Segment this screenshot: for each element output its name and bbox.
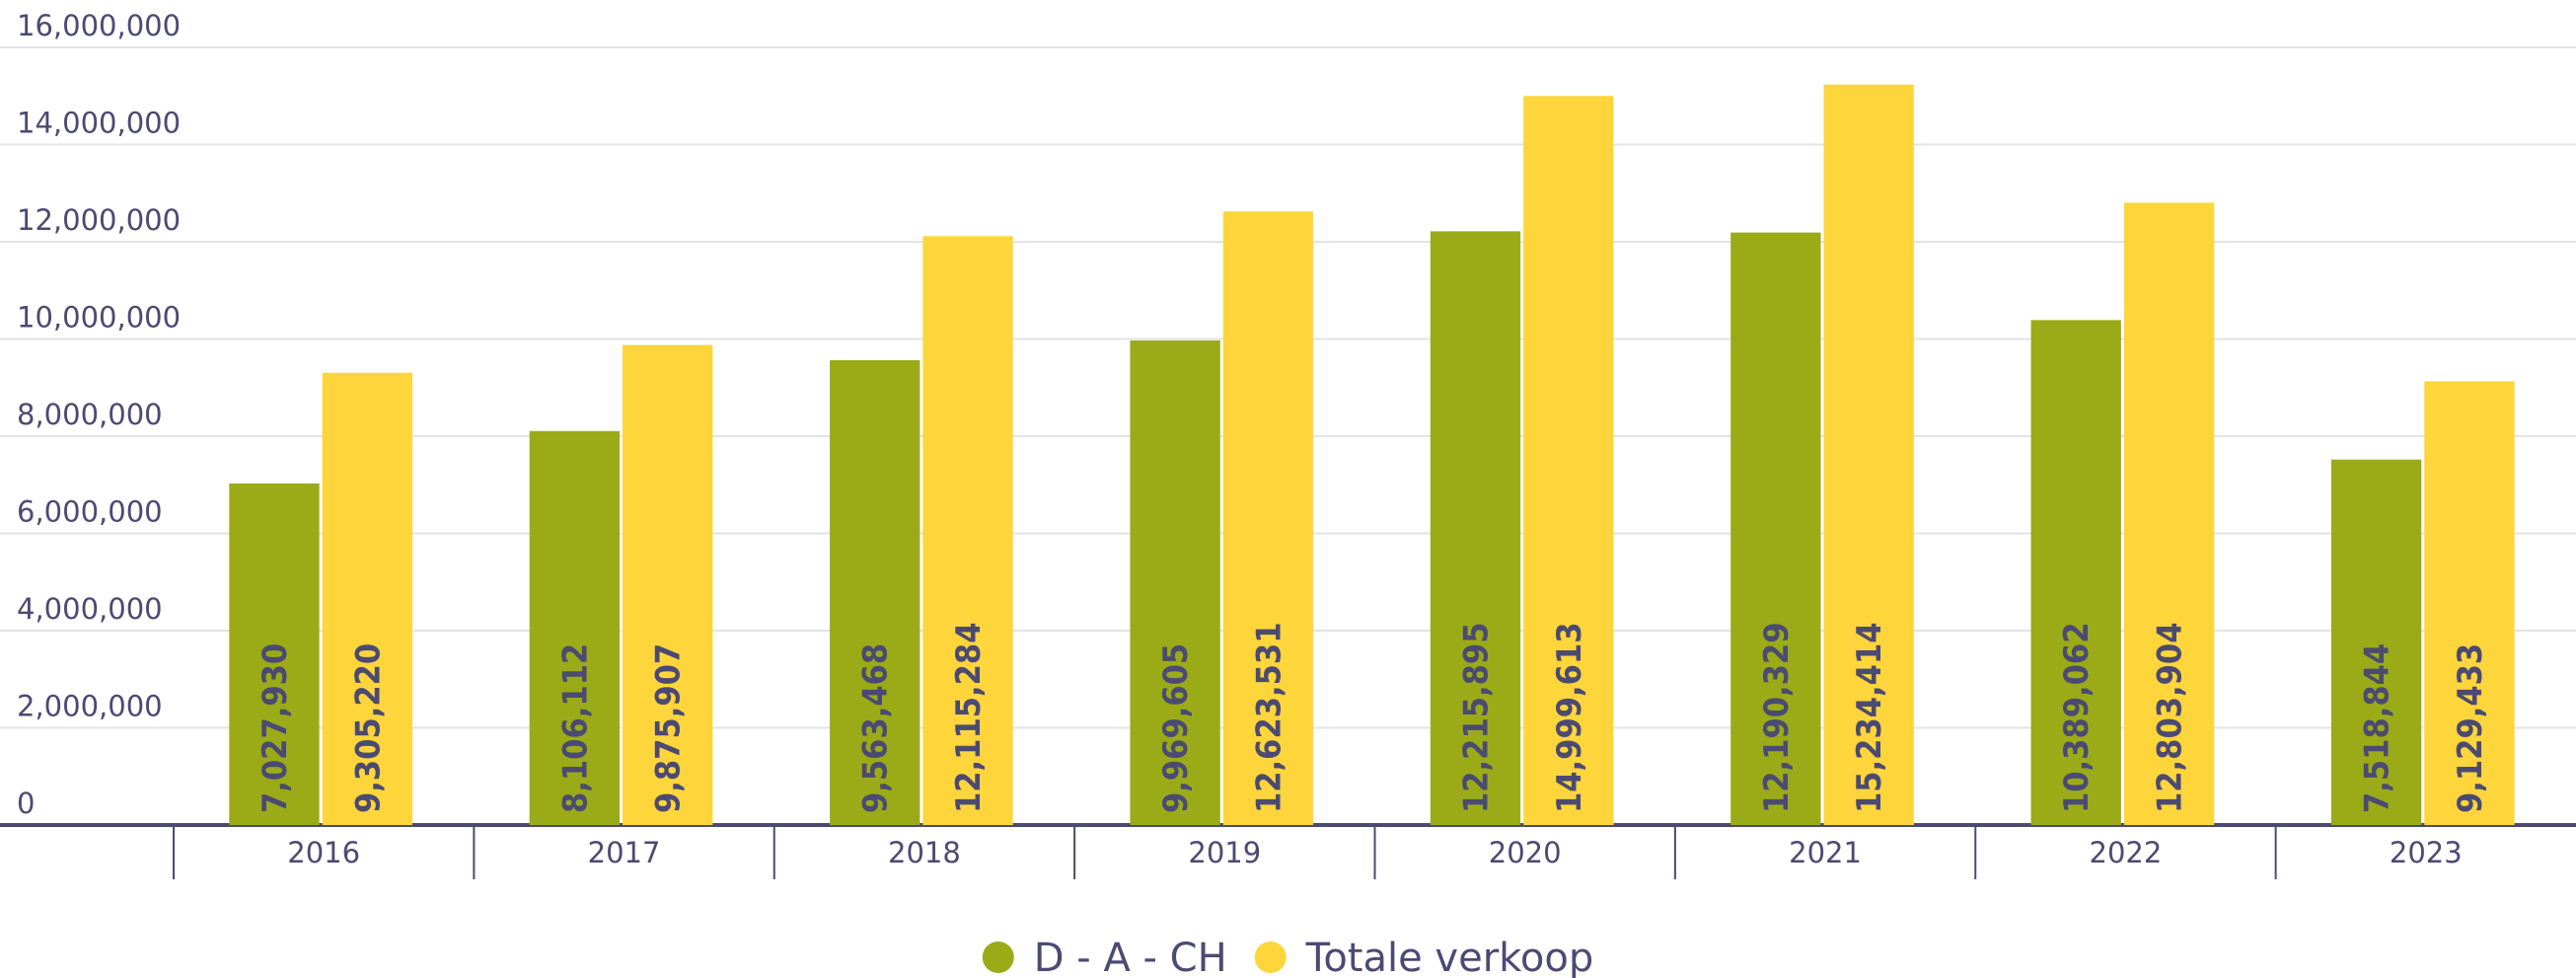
- value-label: 14,999,613: [1550, 622, 1589, 813]
- value-label: 7,027,930: [256, 643, 295, 813]
- x-tick-label: 2016: [287, 836, 360, 869]
- bar: [1523, 96, 1614, 826]
- value-label: 12,803,904: [2151, 622, 2190, 813]
- bar: [2330, 459, 2422, 825]
- y-tick-label: 12,000,000: [17, 203, 181, 237]
- bar: [1730, 232, 1821, 826]
- y-tick-label: 14,000,000: [17, 107, 181, 140]
- bar: [2424, 381, 2515, 825]
- value-label: 9,969,605: [1156, 643, 1196, 813]
- y-tick-label: 16,000,000: [17, 9, 181, 42]
- bar: [2123, 202, 2215, 826]
- value-label: 12,215,895: [1456, 622, 1496, 813]
- value-label: 12,623,531: [1249, 622, 1288, 813]
- value-label: 9,875,907: [649, 643, 689, 813]
- bar: [2030, 320, 2121, 825]
- bar: [1823, 84, 1914, 826]
- value-label: 9,129,433: [2451, 643, 2490, 813]
- legend-label: D - A - CH: [1034, 936, 1227, 978]
- bar: [830, 359, 920, 825]
- y-tick-label: 4,000,000: [17, 592, 163, 626]
- x-tick-label: 2017: [588, 836, 661, 869]
- value-label: 7,518,844: [2358, 643, 2397, 813]
- x-tick-label: 2022: [2090, 836, 2163, 869]
- bar: [529, 430, 620, 825]
- value-label: 9,563,468: [856, 643, 896, 813]
- x-tick-label: 2021: [1789, 836, 1862, 869]
- bar: [1130, 339, 1220, 825]
- value-label: 12,190,329: [1757, 622, 1797, 813]
- bar: [623, 344, 713, 825]
- legend: D - A - CH Totale verkoop: [982, 936, 1594, 978]
- y-tick-label: 10,000,000: [17, 301, 181, 335]
- y-tick-label: 2,000,000: [17, 690, 163, 723]
- y-tick-label: 8,000,000: [17, 398, 163, 431]
- legend-swatch: [982, 941, 1014, 973]
- bar: [322, 372, 412, 825]
- value-label: 12,115,284: [949, 622, 989, 813]
- x-tick-label: 2019: [1188, 836, 1261, 869]
- value-label: 8,106,112: [555, 643, 595, 813]
- x-tick-label: 2023: [2390, 836, 2463, 869]
- bar: [922, 236, 1013, 825]
- value-label: 10,389,062: [2057, 622, 2097, 813]
- bar: [1222, 211, 1314, 826]
- value-label: 15,234,414: [1850, 622, 1889, 813]
- legend-swatch: [1254, 941, 1287, 973]
- x-tick-label: 2018: [888, 836, 961, 869]
- value-label: 9,305,220: [348, 643, 388, 813]
- legend-label: Totale verkoop: [1305, 936, 1594, 978]
- y-tick-label: 6,000,000: [17, 495, 163, 529]
- bar: [1430, 231, 1521, 825]
- y-tick-label: 0: [17, 787, 35, 820]
- bar: [229, 483, 320, 825]
- x-tick-label: 2020: [1489, 836, 1562, 869]
